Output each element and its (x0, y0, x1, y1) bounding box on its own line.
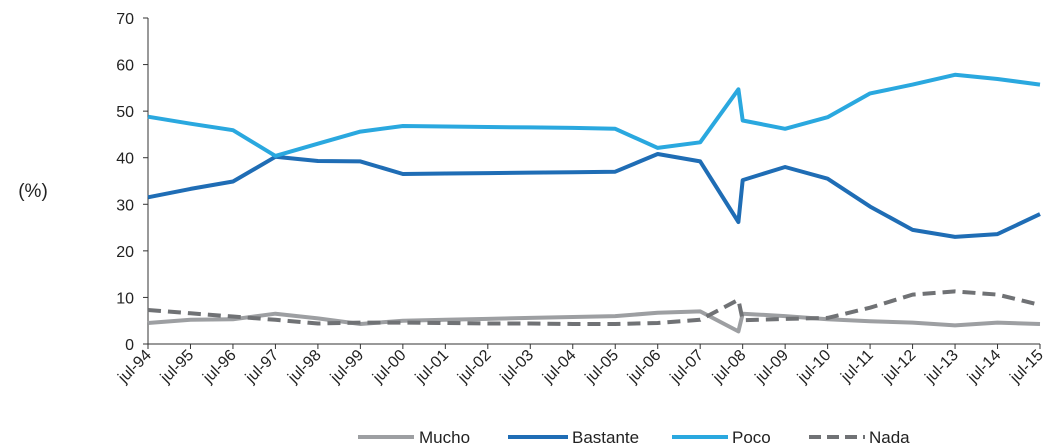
x-tick-label: jul-01 (412, 347, 452, 387)
x-tick-label: jul-15 (1006, 347, 1046, 387)
series-line-bastante (147, 152, 1041, 239)
x-tick-label: jul-14 (964, 347, 1004, 387)
y-tick-label: 60 (116, 58, 134, 75)
y-tick-label: 70 (116, 11, 134, 28)
series-line-nada (147, 289, 1041, 326)
y-tick-label: 20 (116, 244, 134, 261)
legend: Mucho Bastante Poco Nada (358, 428, 910, 447)
y-tick-label: 40 (116, 151, 134, 168)
legend-label-poco: Poco (732, 428, 771, 447)
legend-label-mucho: Mucho (419, 428, 470, 447)
x-tick-label: jul-97 (242, 347, 282, 387)
x-tick-label: jul-04 (539, 347, 579, 387)
x-tick-label: jul-05 (582, 347, 622, 387)
y-ticks: 0 10 20 30 40 50 60 70 (116, 11, 148, 354)
x-tick-label: jul-03 (497, 347, 537, 387)
legend-label-bastante: Bastante (572, 428, 639, 447)
x-tick-label: jul-09 (752, 347, 792, 387)
x-tick-label: jul-10 (794, 347, 834, 387)
x-tick-label: jul-08 (709, 347, 749, 387)
x-tick-label: jul-02 (454, 347, 494, 387)
legend-label-nada: Nada (869, 428, 910, 447)
x-tick-label: jul-11 (837, 347, 877, 387)
x-tick-label: jul-12 (879, 347, 919, 387)
x-tick-label: jul-94 (114, 347, 154, 387)
x-tick-label: jul-13 (921, 347, 961, 387)
x-tick-label: jul-95 (157, 347, 197, 387)
x-tick-label: jul-07 (667, 347, 707, 387)
series-line-poco (147, 72, 1041, 158)
axes (147, 18, 1040, 345)
x-tick-label: jul-00 (369, 347, 409, 387)
x-tick-label: jul-99 (327, 347, 367, 387)
y-tick-label: 0 (125, 337, 134, 354)
y-tick-label: 30 (116, 197, 134, 214)
x-tick-label: jul-06 (624, 347, 664, 387)
y-tick-label: 50 (116, 104, 134, 121)
y-tick-label: 10 (116, 290, 134, 307)
y-axis-label: (%) (18, 181, 48, 202)
series-lines (147, 72, 1041, 334)
x-ticks: jul-94 jul-95 jul-96 jul-97 jul-98 jul-99 jul-… (114, 344, 1047, 387)
series-line-mucho (147, 309, 1041, 334)
x-tick-label: jul-98 (284, 347, 324, 387)
x-tick-label: jul-96 (199, 347, 239, 387)
